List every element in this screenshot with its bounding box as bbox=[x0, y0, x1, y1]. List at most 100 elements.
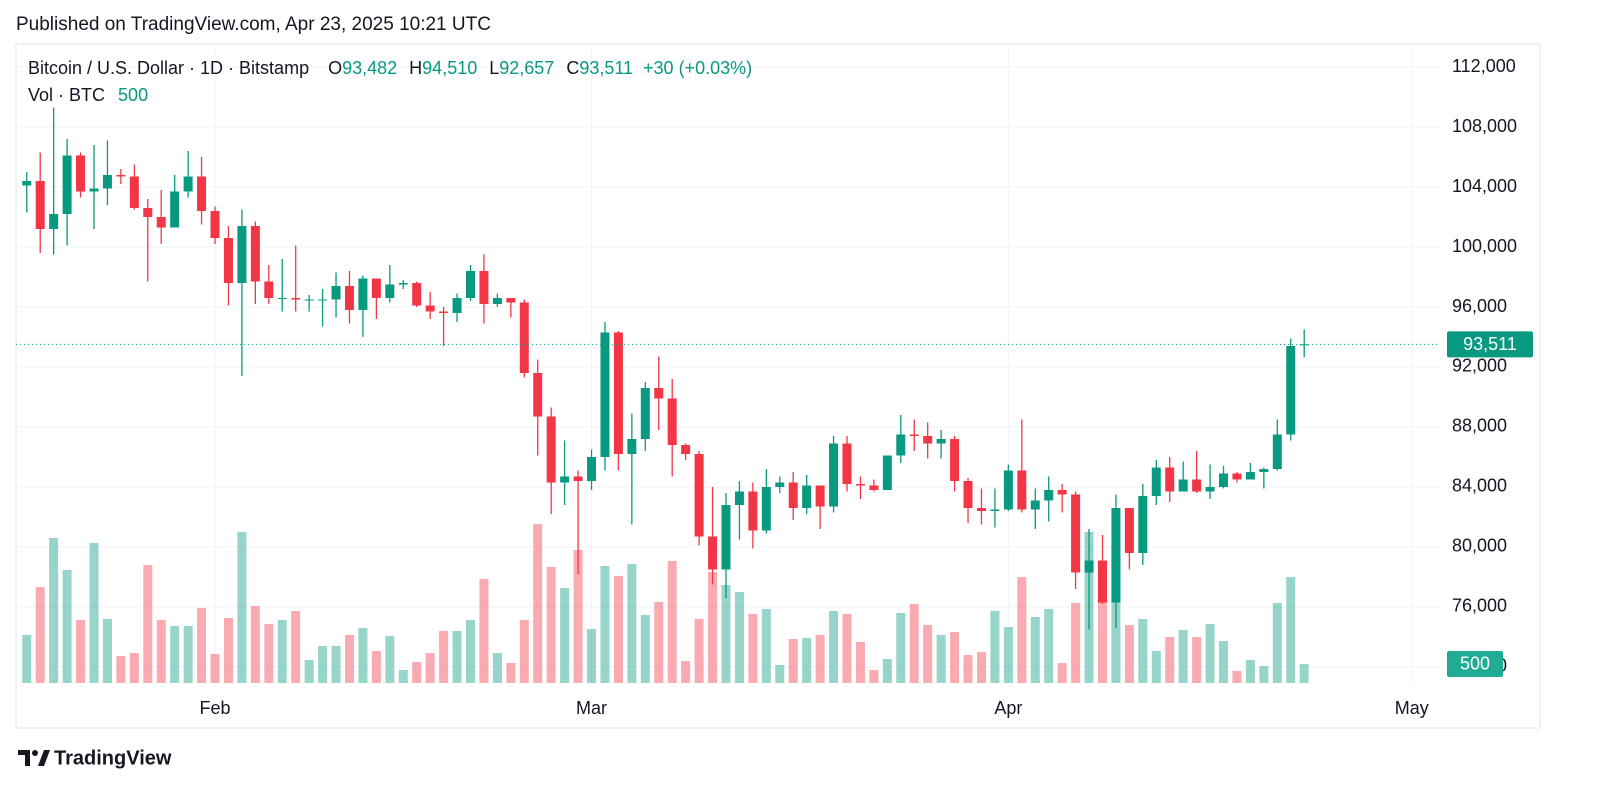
y-tick-label: 104,000 bbox=[1452, 176, 1517, 196]
candle-body bbox=[990, 509, 1000, 511]
volume-bar bbox=[197, 607, 207, 683]
candle-body bbox=[1057, 489, 1067, 495]
logo-glyph bbox=[18, 750, 30, 766]
candle-body bbox=[35, 181, 45, 230]
candle-body bbox=[734, 491, 744, 505]
candle-body bbox=[546, 416, 556, 483]
candle-body bbox=[1151, 467, 1161, 496]
volume-bar bbox=[1286, 577, 1296, 683]
candle-body bbox=[1219, 473, 1229, 487]
grid bbox=[16, 45, 1440, 683]
candle-body bbox=[1286, 346, 1296, 435]
volume-bar bbox=[788, 638, 798, 683]
volume-bar bbox=[371, 651, 381, 683]
candle-body bbox=[573, 476, 583, 481]
volume-bar bbox=[1124, 625, 1134, 683]
legend-line: Bitcoin / U.S. Dollar · 1D · Bitstamp O 9… bbox=[28, 58, 752, 78]
volume-bar bbox=[1192, 636, 1202, 683]
candle-body bbox=[223, 238, 233, 284]
candle-body bbox=[89, 188, 99, 192]
volume-bar bbox=[358, 628, 368, 683]
last-price-label: 93,511 bbox=[1463, 334, 1517, 354]
candle-body bbox=[748, 491, 758, 531]
candle-body bbox=[1138, 495, 1148, 553]
volume-bar bbox=[721, 584, 731, 683]
candle-body bbox=[344, 286, 354, 311]
candle-body bbox=[291, 298, 301, 300]
candle-body bbox=[465, 271, 475, 299]
candle-body bbox=[627, 438, 637, 454]
candle-body bbox=[250, 226, 260, 282]
candle-body bbox=[963, 480, 973, 508]
change: +30 (+0.03%) bbox=[643, 58, 752, 78]
volume-bar bbox=[896, 613, 906, 683]
volume-bar bbox=[936, 635, 946, 683]
volume-bar bbox=[318, 645, 328, 683]
volume-bar bbox=[465, 619, 475, 683]
candle-body bbox=[210, 211, 220, 239]
candle-body bbox=[129, 176, 139, 209]
volume-bar bbox=[398, 670, 408, 683]
y-tick-label: 88,000 bbox=[1452, 416, 1507, 436]
candle-body bbox=[318, 299, 328, 301]
volume-bar bbox=[694, 619, 704, 683]
symbol: Bitcoin / U.S. Dollar · 1D · Bitstamp bbox=[28, 58, 309, 78]
volume-bar bbox=[855, 641, 865, 683]
candle-body bbox=[1232, 473, 1242, 480]
volume-bar bbox=[452, 631, 462, 683]
candle-body bbox=[425, 305, 435, 312]
volume-bar bbox=[1219, 641, 1229, 683]
ohlc-value: 92,657 bbox=[499, 58, 554, 78]
y-tick-label: 76,000 bbox=[1452, 596, 1507, 616]
candle-body bbox=[1111, 507, 1121, 603]
volume-bar bbox=[223, 617, 233, 683]
volume-bar bbox=[667, 560, 677, 683]
candle-body bbox=[371, 278, 381, 299]
volume-bar bbox=[533, 524, 543, 683]
candle-body bbox=[1017, 470, 1027, 510]
volume-bar bbox=[385, 635, 395, 683]
volume-bar bbox=[1299, 663, 1309, 683]
candle-body bbox=[237, 226, 247, 284]
volume-bar bbox=[963, 654, 973, 683]
candle-body bbox=[708, 536, 718, 570]
candle-body bbox=[452, 298, 462, 314]
volume-bar bbox=[600, 565, 610, 683]
volume-bar bbox=[573, 549, 583, 683]
ohlc-key: L bbox=[489, 58, 499, 78]
volume-bar bbox=[210, 654, 220, 683]
candle-body bbox=[788, 482, 798, 508]
volume-bar bbox=[62, 569, 72, 683]
candle-body bbox=[1097, 560, 1107, 603]
candle-body bbox=[587, 456, 597, 481]
volume-bar bbox=[277, 619, 287, 683]
volume-bar bbox=[654, 601, 664, 683]
published-line: Published on TradingView.com, Apr 23, 20… bbox=[16, 14, 491, 35]
y-tick-label: 108,000 bbox=[1452, 116, 1517, 136]
candle-body bbox=[1084, 560, 1094, 573]
volume-bar bbox=[734, 591, 744, 683]
candle-body bbox=[385, 284, 395, 299]
candle-body bbox=[331, 286, 341, 300]
volume-bar bbox=[1151, 651, 1161, 683]
logo-glyph bbox=[32, 750, 38, 756]
volume-bar bbox=[560, 587, 570, 683]
volume-bar bbox=[22, 635, 32, 683]
candle-body bbox=[358, 278, 368, 311]
volume-bar bbox=[156, 619, 166, 683]
candle-body bbox=[1044, 489, 1054, 501]
volume-bar bbox=[1272, 603, 1282, 683]
volume-bar bbox=[1030, 616, 1040, 683]
candle-body bbox=[492, 298, 502, 305]
candle-body bbox=[22, 181, 32, 186]
candle-body bbox=[398, 283, 408, 285]
volume-bar bbox=[1232, 670, 1242, 683]
candle-body bbox=[156, 217, 166, 228]
last-price-badge bbox=[1447, 331, 1533, 358]
candle-body bbox=[1030, 500, 1040, 510]
volume-bar bbox=[129, 653, 139, 683]
candle-body bbox=[1003, 470, 1013, 510]
ohlc-key: O bbox=[328, 58, 342, 78]
candle-body bbox=[936, 438, 946, 444]
